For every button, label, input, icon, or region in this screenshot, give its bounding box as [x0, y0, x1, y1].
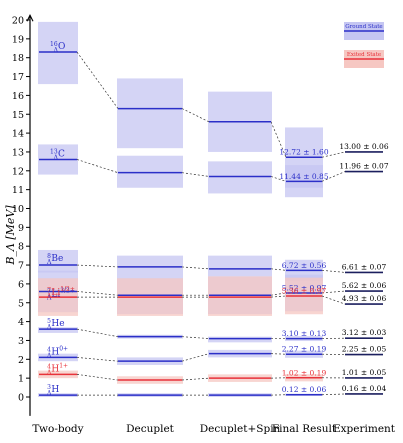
y-tick-label: 16	[12, 91, 24, 102]
result-value-label: 12.72 ± 1.60	[279, 148, 328, 157]
y-tick-label: 1	[18, 374, 24, 385]
connector-line	[76, 328, 119, 338]
nuclide-label: 13 ΛC	[50, 148, 65, 161]
uncertainty-band	[117, 78, 183, 149]
y-tick-label: 11	[12, 185, 24, 196]
x-tick-label: Final Result	[272, 423, 337, 435]
y-tick-label: 4	[18, 317, 24, 328]
connector-line	[270, 292, 287, 296]
y-tick-label: 14	[12, 129, 24, 140]
result-value-label: 1.02 ± 0.19	[282, 368, 327, 377]
central-value-lines	[39, 51, 383, 396]
nuclide-label: 3 ΛH	[46, 384, 59, 397]
connector-line	[270, 268, 287, 271]
y-tick-label: 12	[12, 166, 24, 177]
x-tick-label: Decuplet	[126, 423, 175, 435]
y-axis-arrow	[26, 14, 34, 22]
y-tick-label: 13	[12, 147, 24, 158]
result-value-label: 11.44 ± 0.85	[279, 172, 328, 181]
experiment-value-label: 2.25 ± 0.05	[342, 345, 387, 354]
connector-line	[76, 291, 119, 296]
nuclide-label: 5 ΛHe	[46, 318, 65, 331]
y-tick-label: 9	[18, 223, 24, 234]
legend: Ground State Exited State	[344, 22, 384, 68]
connector-line	[181, 108, 210, 123]
nuclide-label: 7 ΛLi1/2+	[46, 286, 75, 300]
result-value-label: 2.27 ± 0.19	[282, 345, 327, 354]
experiment-value-label: 4.93 ± 0.06	[342, 294, 387, 303]
result-value-label: 5.36 ± 0.97	[282, 286, 327, 295]
uncertainty-band	[38, 327, 78, 333]
annotations: 12.72 ± 1.60 13.00 ± 0.06 11.44 ± 0.85 11.9…	[46, 41, 389, 397]
uncertainty-band	[208, 255, 272, 277]
connector-lines	[76, 51, 346, 396]
nuclide-label: 8 ΛBe	[46, 253, 63, 266]
y-tick-label: 15	[12, 110, 24, 121]
nuclide-label: 7 ΛLi3/2+	[46, 287, 75, 301]
connector-line	[321, 171, 346, 182]
connector-line	[76, 357, 119, 362]
x-tick-label: Experiment	[333, 423, 396, 435]
y-tick-label: 20	[12, 16, 24, 27]
connector-line	[181, 377, 210, 381]
connector-line	[270, 353, 287, 355]
x-tick-label: Decuplet+Spin	[200, 423, 281, 435]
y-tick-label: 0	[18, 393, 24, 404]
uncertainty-band	[208, 161, 272, 194]
legend-label: Exited State	[347, 52, 381, 58]
connector-line	[181, 336, 210, 339]
experiment-value-label: 11.96 ± 0.07	[339, 162, 388, 171]
uncertainty-band	[38, 249, 78, 273]
y-axis-label: B_Λ [MeV]	[4, 205, 17, 266]
uncertainty-band	[117, 255, 183, 275]
connector-line	[321, 295, 346, 305]
y-tick-label: 19	[12, 34, 24, 45]
y-tick-label: 18	[12, 53, 24, 64]
y-tick-label: 7	[18, 261, 24, 272]
y-tick-label: 17	[12, 72, 24, 83]
connector-line	[181, 353, 210, 362]
experiment-value-label: 1.01 ± 0.05	[342, 368, 387, 377]
experiment-value-label: 6.61 ± 0.07	[342, 262, 387, 271]
connector-line	[270, 176, 287, 182]
connector-line	[76, 264, 119, 268]
uncertainty-band	[38, 21, 78, 85]
y-tick-label: 2	[18, 355, 24, 366]
uncertainty-band	[208, 336, 272, 343]
connector-line	[270, 295, 287, 298]
result-value-label: 6.72 ± 0.56	[282, 261, 327, 270]
result-value-label: 3.10 ± 0.13	[282, 329, 327, 338]
uncertainty-band	[208, 276, 272, 316]
result-value-label: 0.12 ± 0.06	[282, 385, 327, 394]
connector-line	[181, 172, 210, 177]
nuclide-label: 4 ΛH1+	[46, 362, 68, 376]
uncertainty-band	[117, 155, 183, 188]
connector-line	[76, 374, 119, 381]
y-tick-label: 10	[12, 204, 24, 215]
experiment-value-label: 3.12 ± 0.03	[342, 328, 387, 337]
legend-label: Ground State	[345, 24, 382, 30]
x-tick-label: Two-body	[32, 423, 83, 435]
nuclide-label: 16 ΛO	[50, 41, 65, 54]
experiment-value-label: 13.00 ± 0.06	[339, 142, 388, 151]
nuclide-label: 4 ΛH0+	[46, 345, 68, 359]
connector-line	[76, 159, 119, 174]
uncertainty-bands	[38, 21, 323, 397]
experiment-value-label: 5.62 ± 0.06	[342, 281, 387, 290]
y-tick-label: 3	[18, 336, 24, 347]
experiment-value-label: 0.16 ± 0.04	[342, 384, 387, 393]
result-value-label: 5.52 ± 0.97	[282, 283, 327, 292]
y-tick-label: 6	[18, 279, 24, 290]
connector-line	[181, 266, 210, 270]
y-tick-label: 8	[18, 242, 24, 253]
y-tick-label: 5	[18, 298, 24, 309]
connector-line	[76, 51, 119, 109]
connector-line	[270, 121, 287, 158]
